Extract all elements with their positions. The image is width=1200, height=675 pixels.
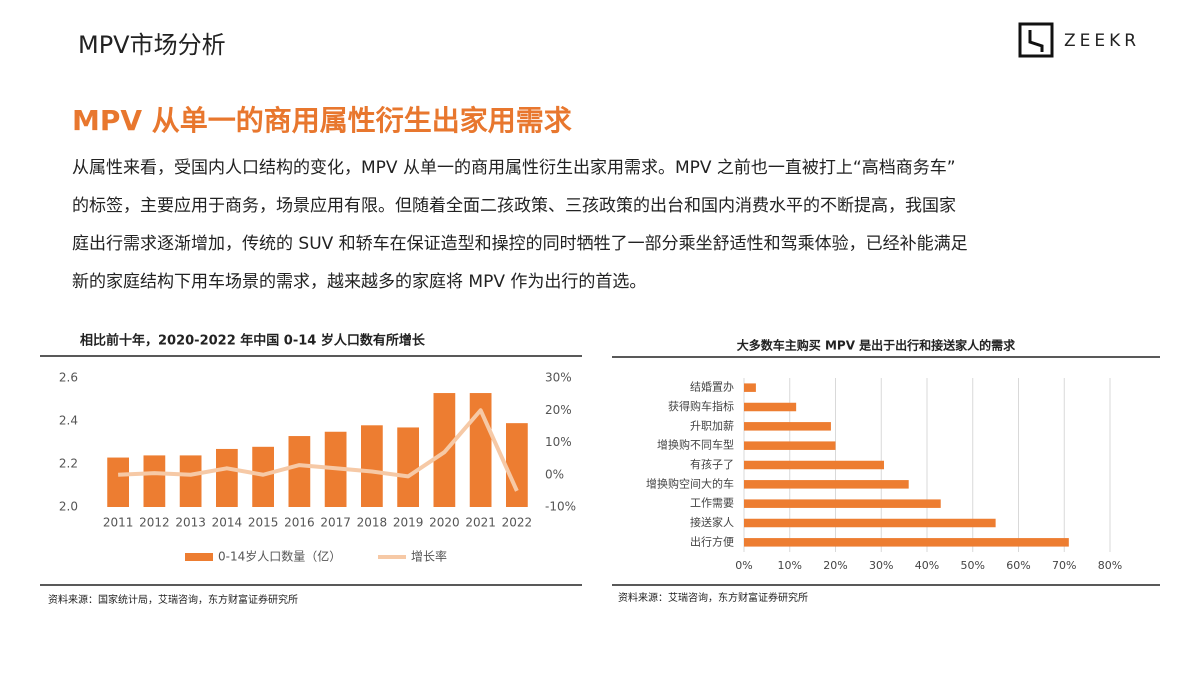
- y-tick-label: 接送家人: [690, 515, 734, 529]
- bar: [179, 455, 202, 507]
- line: [118, 408, 519, 492]
- y2-tick-label: 20%: [545, 403, 572, 417]
- x-tick-label: 80%: [1098, 559, 1122, 572]
- bar: [361, 425, 383, 507]
- bar: [744, 518, 996, 528]
- y2-tick-label: 30%: [545, 371, 572, 385]
- x-tick-label: 2016: [284, 516, 315, 530]
- bar: [744, 460, 884, 470]
- logo-text: ZEEKR: [1064, 31, 1140, 51]
- y-tick-label: 出行方便: [690, 534, 734, 548]
- y-tick-label: 2.6: [59, 371, 78, 385]
- bar: [107, 457, 129, 507]
- legend-label: 0-14岁人口数量（亿）: [218, 549, 341, 564]
- logo-icon: [1018, 22, 1054, 58]
- bar: [744, 402, 797, 412]
- legend-swatch: [185, 553, 213, 561]
- y-tick-label: 有孩子了: [690, 457, 734, 471]
- x-tick-label: 2018: [357, 516, 388, 530]
- bar: [143, 455, 166, 507]
- y-tick-label: 升职加薪: [690, 419, 734, 432]
- paragraph-line: 从属性来看，受国内人口结构的变化，MPV 从单一的商用属性衍生出家用需求。MPV…: [72, 158, 956, 178]
- x-tick-label: 2012: [139, 516, 170, 530]
- y2-tick-label: -10%: [545, 500, 576, 514]
- paragraph-line: 庭出行需求逐渐增加，传统的 SUV 和轿车在保证造型和操控的同时牺牲了一部分乘坐…: [72, 234, 968, 254]
- paragraph-line: 的标签，主要应用于商务，场景应用有限。但随着全面二孩政策、三孩政策的出台和国内消…: [72, 196, 956, 216]
- bar: [744, 538, 1069, 547]
- page-title: MPV市场分析: [78, 31, 226, 59]
- y-tick-label: 增换购不同车型: [657, 438, 734, 452]
- x-tick-label: 70%: [1052, 559, 1076, 572]
- y2-tick-label: 0%: [545, 467, 564, 481]
- x-tick-label: 2019: [393, 516, 424, 530]
- x-tick-label: 2011: [103, 516, 134, 530]
- bar: [506, 423, 528, 507]
- source: 资料来源：国家统计局，艾瑞咨询，东方财富证券研究所: [48, 593, 298, 606]
- bar: [744, 499, 941, 508]
- x-tick-label: 10%: [778, 559, 802, 572]
- x-tick-label: 20%: [823, 559, 847, 572]
- y-tick-label: 2.4: [59, 414, 78, 428]
- bar: [252, 446, 274, 507]
- x-tick-label: 2017: [320, 516, 351, 530]
- x-tick-label: 2013: [175, 516, 206, 530]
- chart-title: 相比前十年，2020-2022 年中国 0-14 岁人口数有所增长: [80, 333, 426, 349]
- x-tick-label: 2021: [465, 516, 496, 530]
- x-tick-label: 60%: [1006, 559, 1030, 572]
- bar: [744, 422, 831, 431]
- bar: [397, 427, 419, 507]
- y-tick-label: 2.0: [59, 500, 78, 514]
- bar: [744, 383, 756, 392]
- legend-label: 增长率: [411, 549, 447, 564]
- x-tick-label: 2020: [429, 516, 460, 530]
- y-tick-label: 增换购空间大的车: [646, 476, 734, 490]
- x-tick-label: 0%: [735, 559, 752, 572]
- x-tick-label: 2015: [248, 516, 279, 530]
- x-tick-label: 50%: [961, 559, 985, 572]
- x-tick-label: 2022: [502, 516, 533, 530]
- bar: [288, 436, 311, 507]
- y2-tick-label: 10%: [545, 435, 572, 449]
- bar: [216, 448, 238, 507]
- bar: [744, 480, 909, 489]
- y-tick-label: 获得购车指标: [668, 399, 734, 413]
- bar: [744, 441, 836, 450]
- x-tick-label: 2014: [212, 516, 243, 530]
- x-tick-label: 40%: [915, 559, 939, 572]
- x-tick-label: 30%: [869, 559, 893, 572]
- heading: MPV 从单一的商用属性衍生出家用需求: [72, 104, 572, 137]
- y-tick-label: 工作需要: [690, 497, 734, 510]
- source: 资料来源：艾瑞咨询，东方财富证券研究所: [618, 591, 808, 604]
- chart-title: 大多数车主购买 MPV 是出于出行和接送家人的需求: [737, 338, 1016, 353]
- y-tick-label: 2.2: [59, 457, 78, 471]
- paragraph-line: 新的家庭结构下用车场景的需求，越来越多的家庭将 MPV 作为出行的首选。: [72, 272, 646, 292]
- y-tick-label: 结婚置办: [690, 380, 734, 394]
